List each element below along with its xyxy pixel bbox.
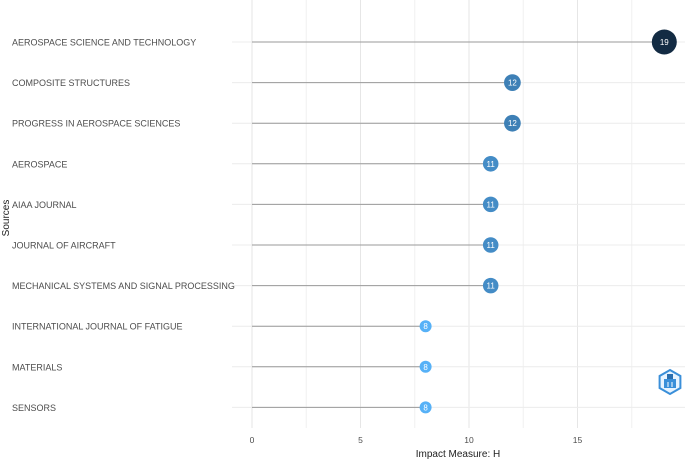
bibliometrix-logo-icon	[658, 368, 682, 396]
data-label: 11	[487, 241, 496, 250]
grid	[232, 0, 685, 428]
data-label: 8	[423, 403, 428, 412]
data-label: 11	[487, 160, 496, 169]
data-label: 11	[487, 200, 496, 209]
lollipop-point	[504, 74, 521, 91]
y-axis-label: Sources	[1, 200, 12, 237]
lollipop-point	[482, 156, 499, 172]
category-label: COMPOSITE STRUCTURES	[12, 78, 130, 88]
x-tick-label: 0	[250, 435, 255, 445]
lollipop-point	[482, 196, 499, 213]
category-label: MATERIALS	[12, 362, 62, 372]
category-label: MECHANICAL SYSTEMS AND SIGNAL PROCESSING	[12, 281, 235, 291]
data-label: 12	[508, 79, 517, 88]
x-tick-label: 10	[464, 435, 474, 445]
category-labels: AEROSPACE SCIENCE AND TECHNOLOGY COMPOSIT…	[12, 38, 235, 413]
x-tick-label: 15	[573, 435, 583, 445]
x-tick-label: 5	[358, 435, 363, 445]
x-axis-label: Impact Measure: H	[416, 449, 500, 460]
lollipop-point	[651, 29, 677, 55]
lollipop-point	[482, 237, 499, 253]
lollipop-point	[504, 114, 521, 132]
marks: 19 12 12 11 11 11 11 8 8 8	[252, 29, 677, 414]
data-label: 11	[487, 282, 496, 291]
data-label: 12	[508, 119, 517, 128]
x-tick-labels: 0 5 10 15	[250, 435, 583, 445]
category-label: AIAA JOURNAL	[12, 200, 77, 210]
category-label: AEROSPACE SCIENCE AND TECHNOLOGY	[12, 38, 196, 48]
category-label: AEROSPACE	[12, 159, 67, 169]
category-label: PROGRESS IN AEROSPACE SCIENCES	[12, 119, 180, 129]
lollipop-point	[482, 277, 499, 294]
data-label: 19	[660, 38, 669, 47]
data-label: 8	[423, 322, 428, 331]
category-label: INTERNATIONAL JOURNAL OF FATIGUE	[12, 322, 183, 332]
category-label: SENSORS	[12, 403, 56, 413]
lollipop-point	[419, 401, 432, 414]
lollipop-point	[419, 320, 432, 333]
category-label: JOURNAL OF AIRCRAFT	[12, 241, 116, 251]
lollipop-point	[419, 360, 432, 373]
data-label: 8	[423, 363, 428, 372]
